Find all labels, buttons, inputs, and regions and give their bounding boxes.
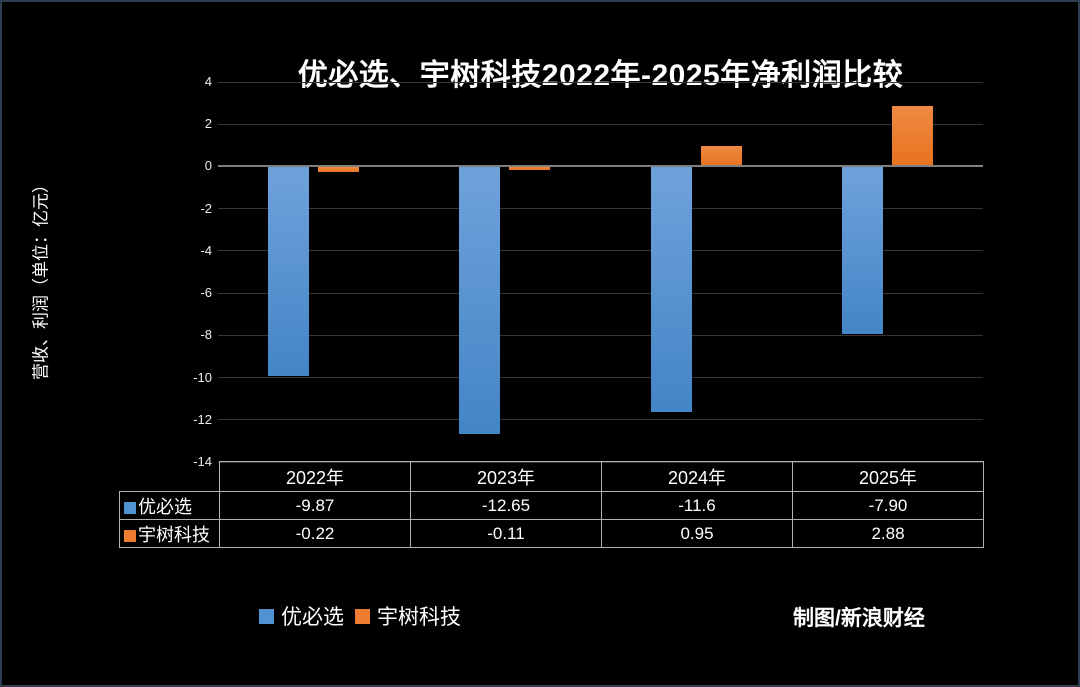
series-label-cell: 优必选 (119, 491, 220, 520)
legend-item-宇树科技: 宇树科技 (355, 601, 461, 631)
table-stub-cell (119, 461, 220, 492)
gridline (218, 123, 983, 125)
y-tick-label: -4 (200, 242, 212, 258)
credit-text: 制图/新浪财经 (793, 607, 925, 630)
orange-series-swatch-icon (124, 529, 136, 542)
y-tick-label: -10 (193, 369, 212, 385)
y-tick-label: -8 (200, 327, 212, 343)
gridline (218, 377, 983, 379)
blue-series-swatch-icon (124, 501, 136, 514)
chart-title: 优必选、宇树科技2022年-2025年净利润比较 (297, 59, 904, 92)
data-table: 2022年 2023年 2024年 2025年 优必选 -9.87 -12.65 -11.6-… (119, 461, 984, 548)
gridline (218, 292, 983, 294)
table-value-cell: -9.87 (219, 491, 411, 520)
gridline (218, 208, 983, 210)
table-header-cell: 2025年 (792, 461, 984, 492)
orange-legend-swatch-icon (355, 608, 370, 624)
y-tick-label: -12 (193, 411, 212, 427)
y-tick-label: 0 (204, 158, 212, 174)
legend-item-优必选: 优必选 (259, 601, 344, 631)
gridline (218, 250, 983, 252)
table-row-优必选: 优必选 -9.87 -12.65 -11.6 -7.90 (119, 491, 984, 520)
series-name: 宇树科技 (138, 524, 210, 545)
plot-area (218, 81, 983, 463)
gridline (218, 419, 983, 421)
table-value-cell: -0.22 (219, 519, 411, 548)
chart-legend: 优必选 宇树科技 (259, 601, 472, 631)
bar-宇树科技-2023年 (509, 167, 551, 170)
legend-label: 宇树科技 (377, 606, 461, 629)
series-label-cell: 宇树科技 (119, 519, 220, 548)
legend-label: 优必选 (281, 606, 344, 629)
table-header-row: 2022年 2023年 2024年 2025年 (119, 461, 984, 492)
y-tick-label: 2 (204, 116, 212, 132)
bar-优必选-2023年 (459, 167, 501, 435)
table-row-宇树科技: 宇树科技 -0.22 -0.11 0.95 2.88 (119, 519, 984, 548)
table-value-cell: 0.95 (601, 519, 793, 548)
gridline (218, 81, 983, 83)
table-header-cell: 2022年 (219, 461, 411, 492)
table-value-cell: -11.6 (601, 491, 793, 520)
table-value-cell: 2.88 (792, 519, 984, 548)
bar-优必选-2025年 (841, 167, 883, 335)
table-value-cell: -0.11 (410, 519, 602, 548)
series-name: 优必选 (138, 496, 192, 517)
y-tick-label: 4 (204, 74, 212, 89)
bar-优必选-2024年 (650, 167, 692, 413)
bar-优必选-2022年 (268, 167, 309, 376)
bar-宇树科技-2024年 (700, 146, 742, 167)
y-axis-tick-labels: 4 2 0 -2 -4 -6 -8 -10 -12 -14 (150, 0, 212, 687)
gridline (218, 334, 983, 336)
blue-legend-swatch-icon (259, 608, 274, 624)
bar-宇树科技-2022年 (318, 167, 359, 173)
table-value-cell: -12.65 (410, 491, 602, 520)
y-axis-title: 营收、利润（单位：亿元） (31, 176, 51, 380)
y-tick-label: -2 (200, 200, 212, 216)
zero-axis-line (218, 165, 983, 168)
table-header-cell: 2023年 (410, 461, 602, 492)
y-tick-label: -6 (200, 285, 212, 301)
bar-宇树科技-2025年 (891, 105, 933, 167)
table-header-cell: 2024年 (601, 461, 793, 492)
table-value-cell: -7.90 (792, 491, 984, 520)
